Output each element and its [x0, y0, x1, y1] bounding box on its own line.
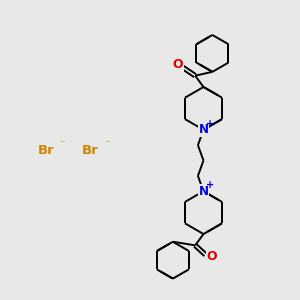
Text: ⁻: ⁻ [60, 140, 65, 150]
Text: +: + [206, 180, 214, 190]
Text: N: N [199, 123, 208, 136]
Text: Br: Br [38, 143, 54, 157]
Text: O: O [172, 58, 183, 71]
Text: O: O [206, 250, 217, 263]
Text: +: + [206, 119, 214, 129]
Text: Br: Br [82, 143, 99, 157]
Text: N: N [199, 185, 208, 198]
Text: ⁻: ⁻ [104, 140, 110, 150]
